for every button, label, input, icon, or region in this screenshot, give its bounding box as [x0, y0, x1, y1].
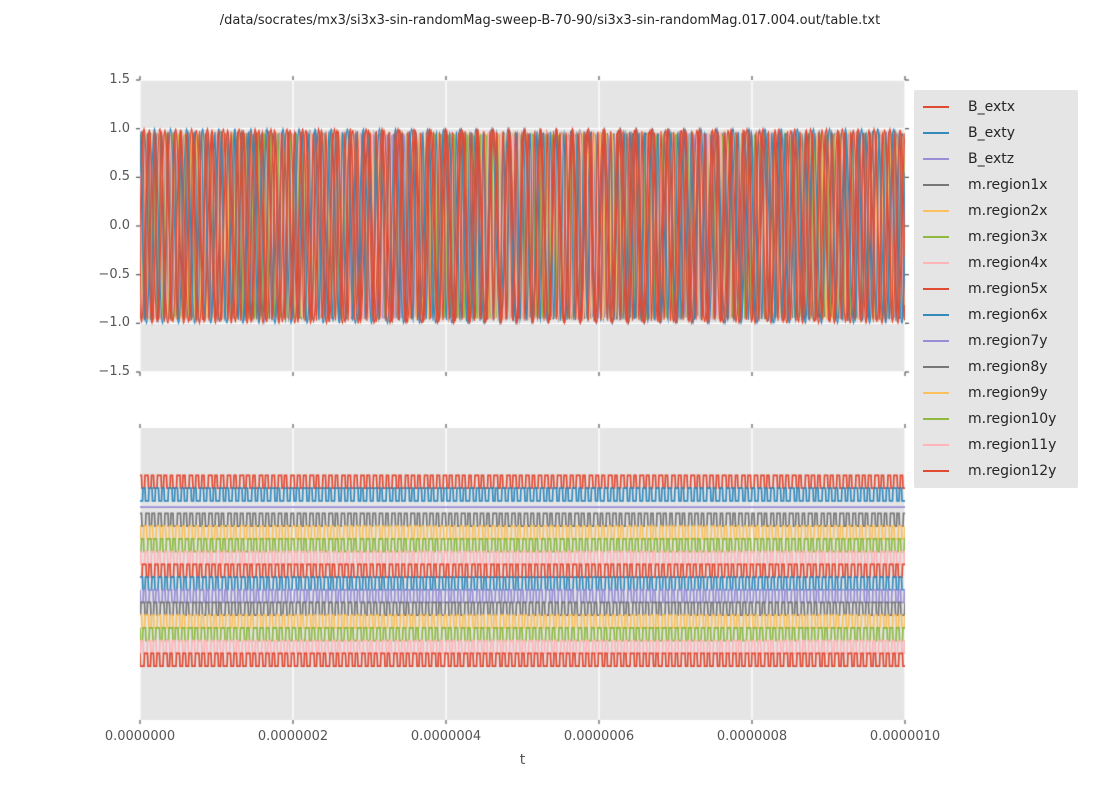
legend-swatch: [923, 444, 949, 446]
legend-swatch: [923, 106, 949, 108]
legend-label: B_exty: [968, 125, 1016, 141]
x-axis-label: t: [519, 752, 526, 768]
legend: B_extx B_exty B_extz m.region1x m.region2x m.…: [914, 90, 1078, 488]
legend-label: m.region1x: [968, 177, 1048, 193]
legend-label: m.region9y: [968, 385, 1048, 401]
legend-swatch: [923, 288, 949, 290]
legend-item: m.region5x: [914, 277, 1078, 302]
legend-label: m.region11y: [968, 437, 1057, 453]
ytick-label: −1.0: [98, 315, 130, 331]
legend-swatch: [923, 418, 949, 420]
legend-swatch: [923, 470, 949, 472]
legend-item: m.region4x: [914, 251, 1078, 276]
xtick-label: 0.0000000: [104, 729, 176, 744]
legend-swatch: [923, 392, 949, 394]
legend-label: m.region10y: [968, 411, 1057, 427]
legend-item: m.region2x: [914, 199, 1078, 224]
legend-label: m.region7y: [968, 333, 1048, 349]
legend-swatch: [923, 262, 949, 264]
figure-title: /data/socrates/mx3/si3x3-sin-randomMag-s…: [219, 13, 881, 28]
legend-item: m.region3x: [914, 225, 1078, 250]
xtick-label: 0.0000010: [869, 729, 941, 744]
ytick-label: 0.0: [109, 218, 130, 233]
top-plot-canvas: [128, 68, 917, 384]
legend-item: m.region11y: [914, 433, 1078, 458]
legend-label: m.region6x: [968, 307, 1048, 323]
ytick-label: 1.0: [109, 120, 130, 136]
legend-item: B_extx: [914, 95, 1078, 120]
ytick-label: 1.5: [109, 72, 130, 87]
bottom-plot-canvas: [128, 416, 917, 732]
legend-label: m.region3x: [968, 229, 1048, 245]
legend-item: m.region9y: [914, 381, 1078, 406]
legend-item: m.region7y: [914, 329, 1078, 354]
legend-swatch: [923, 314, 949, 316]
legend-item: B_exty: [914, 121, 1078, 146]
legend-label: m.region8y: [968, 359, 1048, 375]
xtick-label: 0.0000006: [563, 729, 635, 744]
xtick-label: 0.0000004: [410, 729, 482, 744]
legend-label: B_extx: [968, 99, 1016, 115]
legend-item: m.region1x: [914, 173, 1078, 198]
legend-swatch: [923, 158, 949, 160]
legend-item: m.region6x: [914, 303, 1078, 328]
legend-swatch: [923, 210, 949, 212]
ytick-label: 0.5: [109, 169, 130, 185]
legend-label: B_extz: [968, 151, 1015, 167]
legend-item: m.region12y: [914, 459, 1078, 484]
legend-swatch: [923, 184, 949, 186]
legend-swatch: [923, 366, 949, 368]
xtick-label: 0.0000008: [716, 729, 788, 744]
legend-label: m.region2x: [968, 203, 1048, 219]
legend-item: B_extz: [914, 147, 1078, 172]
legend-label: m.region5x: [968, 281, 1048, 297]
legend-item: m.region10y: [914, 407, 1078, 432]
legend-swatch: [923, 132, 949, 134]
xtick-label: 0.0000002: [257, 729, 329, 744]
legend-label: m.region4x: [968, 255, 1048, 271]
legend-item: m.region8y: [914, 355, 1078, 380]
ytick-label: −1.5: [98, 364, 130, 379]
ytick-label: −0.5: [98, 266, 130, 282]
legend-swatch: [923, 236, 949, 238]
legend-swatch: [923, 340, 949, 342]
legend-label: m.region12y: [968, 463, 1057, 479]
